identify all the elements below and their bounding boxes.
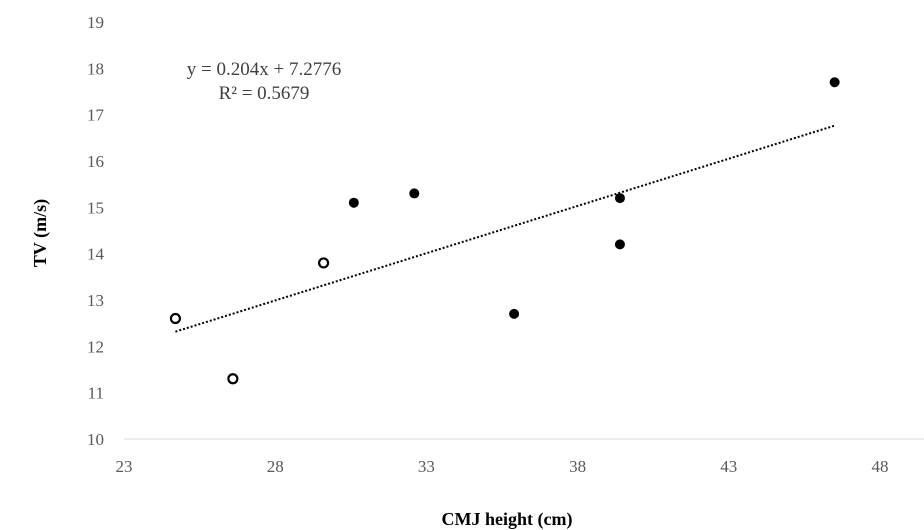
x-tick-label: 38 [569,457,586,476]
data-points [169,77,840,385]
open-data-point [169,312,182,325]
filled-data-point [829,77,840,88]
y-tick-label: 13 [87,291,104,310]
y-tick-label: 18 [87,59,104,78]
x-tick-label: 48 [872,457,889,476]
x-tick-label: 43 [720,457,737,476]
r-squared-label: R² = 0.5679 [219,83,310,104]
y-tick-label: 16 [87,152,104,171]
x-tick-label: 33 [418,457,435,476]
y-tick-label: 11 [88,384,104,403]
x-tick-label: 28 [267,457,284,476]
trendline-equation: y = 0.204x + 7.2776 [187,59,341,80]
y-tick-label: 12 [87,337,104,356]
y-axis-title: TV (m/s) [30,199,51,267]
y-tick-label: 15 [87,198,104,217]
x-axis-ticks: 23 28 33 38 43 48 [116,457,889,476]
filled-data-point [614,193,625,204]
y-axis-ticks: 10 11 12 13 14 15 16 17 18 19 [87,13,105,449]
trendline [175,124,835,333]
y-tick-label: 14 [87,245,105,264]
x-tick-label: 23 [116,457,133,476]
open-data-point [317,257,330,269]
y-tick-label: 19 [87,13,104,32]
y-tick-label: 17 [87,106,105,125]
filled-data-point [509,308,520,319]
filled-data-point [409,188,420,199]
x-axis-title: CMJ height (cm) [442,509,573,530]
y-tick-label: 10 [87,430,104,449]
filled-data-point [614,239,625,250]
filled-data-point [348,197,359,208]
open-data-point [227,373,239,385]
